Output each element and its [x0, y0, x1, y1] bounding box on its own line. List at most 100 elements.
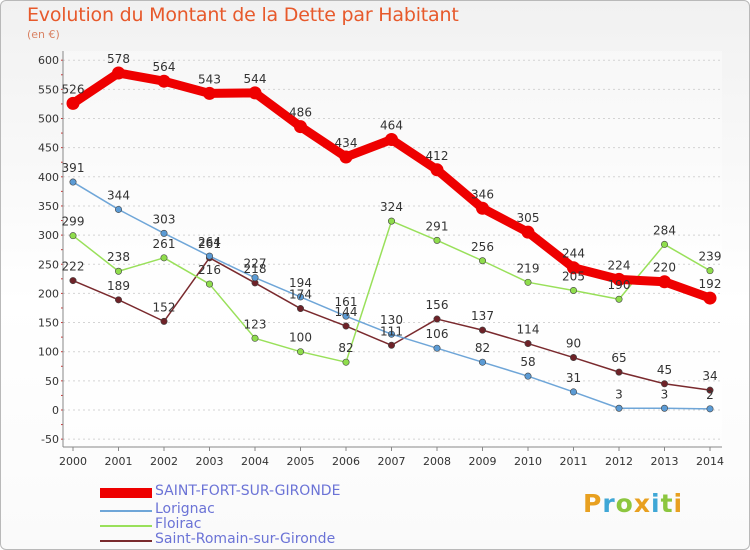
data-label: 256: [471, 240, 494, 254]
series-point-1: [615, 404, 623, 412]
logo-letter: r: [602, 489, 616, 518]
y-tick-label: 400: [38, 171, 59, 184]
data-label: 391: [62, 161, 85, 175]
data-label: 192: [699, 277, 722, 291]
y-tick-label: 450: [38, 142, 59, 155]
data-label: 261: [198, 237, 221, 251]
data-label: 156: [426, 298, 449, 312]
data-label: 222: [62, 260, 85, 274]
series-point-0: [612, 272, 626, 286]
data-label: 144: [335, 305, 358, 319]
y-tick-label: 50: [45, 375, 59, 388]
y-tick-label: 500: [38, 113, 59, 126]
series-point-2: [615, 295, 623, 303]
y-tick-label: 200: [38, 287, 59, 300]
data-label: 324: [380, 200, 403, 214]
legend-label: Lorignac: [155, 501, 215, 517]
legend-label: SAINT-FORT-SUR-GIRONDE: [155, 483, 341, 499]
series-point-0: [66, 96, 80, 110]
x-tick-label: 2004: [241, 455, 269, 468]
series-point-2: [524, 278, 532, 286]
data-label: 161: [335, 295, 358, 309]
y-tick-label: -50: [41, 433, 59, 446]
series-point-1: [296, 293, 304, 301]
x-tick-label: 2008: [423, 455, 451, 468]
series-point-1: [478, 358, 486, 366]
data-label: 220: [653, 261, 676, 275]
series-point-1: [433, 344, 441, 352]
series-point-3: [433, 315, 441, 323]
series-point-3: [342, 322, 350, 330]
data-label: 346: [471, 187, 494, 201]
series-point-1: [569, 388, 577, 396]
series-point-2: [660, 240, 668, 248]
data-label: 189: [107, 279, 130, 293]
data-label: 90: [566, 337, 581, 351]
x-tick-label: 2006: [332, 455, 360, 468]
series-point-0: [157, 74, 171, 88]
series-point-3: [660, 380, 668, 388]
data-label: 100: [289, 331, 312, 345]
logo-letter: t: [660, 489, 674, 518]
x-tick-label: 2013: [651, 455, 679, 468]
data-label: 227: [244, 257, 267, 271]
series-point-2: [69, 232, 77, 240]
data-label: 137: [471, 309, 494, 323]
plot-area: [63, 51, 722, 447]
data-label: 216: [198, 263, 221, 277]
x-tick-label: 2012: [605, 455, 633, 468]
x-tick-label: 2001: [105, 455, 133, 468]
series-point-2: [206, 280, 214, 288]
data-label: 111: [380, 324, 403, 338]
series-point-0: [521, 225, 535, 239]
series-point-0: [112, 66, 125, 80]
logo-letter: x: [633, 489, 651, 518]
data-label: 464: [380, 118, 403, 132]
series-point-2: [478, 257, 486, 265]
data-label: 305: [517, 211, 540, 225]
series-point-0: [294, 120, 307, 134]
data-label: 264: [198, 235, 221, 249]
data-label: 224: [608, 258, 631, 272]
x-tick-label: 2010: [514, 455, 542, 468]
legend-swatch: [100, 525, 152, 527]
series-point-0: [567, 261, 580, 275]
data-label: 152: [153, 300, 176, 314]
series-point-1: [706, 405, 714, 413]
data-label: 3: [661, 387, 669, 401]
series-point-2: [387, 217, 395, 225]
y-tick-label: 250: [38, 258, 59, 271]
data-label: 65: [611, 351, 626, 365]
data-label: 219: [517, 261, 540, 275]
series-point-1: [342, 312, 350, 320]
data-label: 526: [62, 82, 85, 96]
legend-swatch: [100, 540, 152, 542]
series-point-1: [69, 178, 77, 186]
x-tick-label: 2005: [287, 455, 315, 468]
data-label: 238: [107, 250, 130, 264]
series-point-1: [206, 252, 214, 260]
logo-letter: i: [651, 489, 661, 518]
series-point-1: [160, 229, 168, 237]
data-label: 239: [699, 250, 722, 264]
y-tick-label: 0: [52, 404, 59, 417]
data-label: 58: [520, 355, 535, 369]
data-label: 130: [380, 313, 403, 327]
x-tick-label: 2007: [378, 455, 406, 468]
legend-swatch: [100, 488, 152, 498]
series-point-2: [296, 348, 304, 356]
data-label: 261: [153, 237, 176, 251]
series-point-1: [251, 274, 259, 282]
series-point-1: [115, 205, 123, 213]
data-label: 244: [562, 247, 585, 261]
series-point-3: [115, 296, 123, 304]
series-point-3: [69, 277, 77, 285]
data-label: 543: [198, 72, 221, 86]
series-point-0: [385, 132, 398, 146]
proxiti-logo: Proxiti: [583, 489, 683, 518]
series-point-3: [387, 341, 395, 349]
series-point-2: [433, 236, 441, 244]
chart-title: Evolution du Montant de la Dette par Hab…: [27, 4, 459, 26]
data-label: 299: [62, 215, 85, 229]
